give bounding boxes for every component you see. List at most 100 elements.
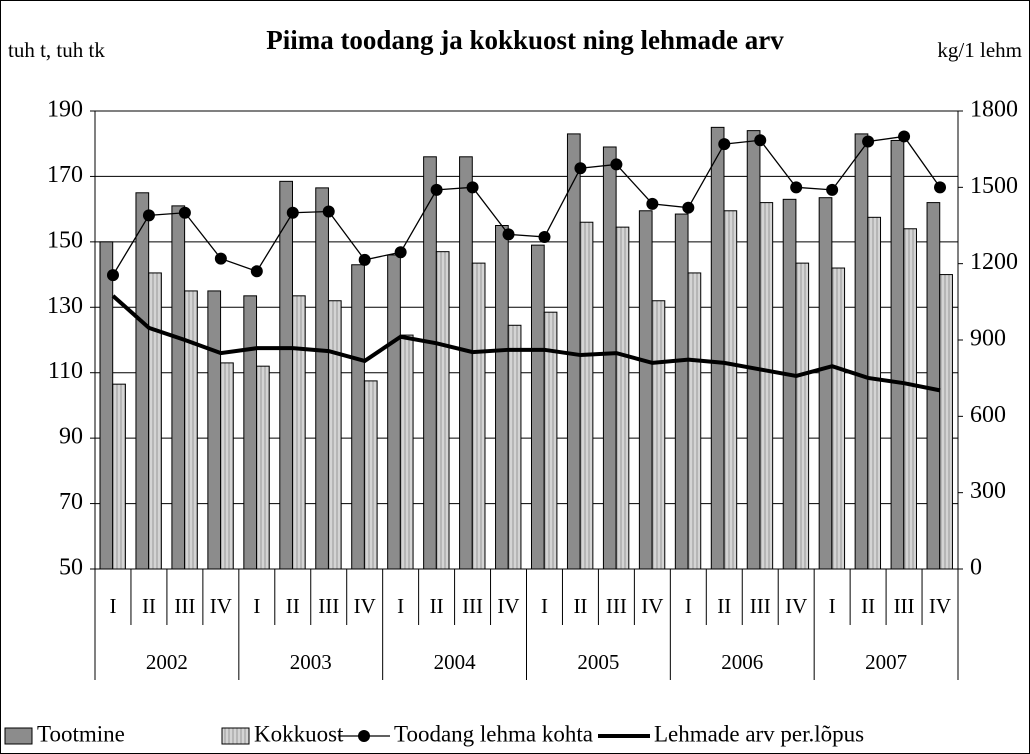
y-tick-label: 50 (59, 555, 83, 581)
x-tick-label: II (861, 594, 875, 618)
bar (926, 202, 941, 570)
bar (638, 210, 653, 570)
y2-tick-label: 1200 (970, 249, 1018, 275)
bar (759, 202, 774, 570)
x-tick-label: III (318, 594, 339, 618)
y-tick-label: 130 (47, 293, 83, 319)
marker (394, 246, 407, 259)
bar (423, 156, 437, 570)
chart-title: Piima toodang ja kokkuost ning lehmade a… (266, 25, 784, 55)
line (112, 135, 941, 276)
marker (538, 230, 551, 243)
bar (890, 139, 905, 570)
x-tick-label: III (894, 594, 915, 618)
bar (291, 295, 306, 570)
bar (651, 300, 666, 570)
year-label: 2007 (865, 650, 907, 674)
bar (939, 274, 953, 570)
bar (243, 295, 258, 570)
x-tick-label: II (286, 594, 300, 618)
marker (466, 181, 479, 194)
bar (674, 213, 689, 570)
bar (112, 383, 126, 570)
x-tick-label: III (750, 594, 771, 618)
x-tick-label: IV (497, 594, 519, 618)
x-tick-label: III (606, 594, 627, 618)
legend-swatch (221, 727, 250, 745)
y2-tick-label: 1500 (970, 173, 1018, 199)
bar (615, 226, 630, 570)
marker (718, 138, 731, 151)
bar (818, 197, 833, 570)
bar (746, 130, 761, 570)
x-tick-label: IV (641, 594, 663, 618)
y-axis-label: tuh t, tuh tk (8, 38, 105, 62)
legend-label: Kokkuost (254, 721, 344, 746)
bar (579, 221, 594, 570)
bar (327, 300, 342, 570)
bar (543, 311, 558, 570)
bar (399, 334, 414, 570)
x-tick-label: IV (354, 594, 376, 618)
marker (790, 181, 803, 194)
bar (507, 324, 522, 570)
y-tick-label: 190 (47, 97, 83, 123)
marker (358, 253, 371, 266)
marker (214, 252, 227, 265)
marker (610, 158, 623, 171)
bar (867, 216, 882, 570)
y-tick-label: 90 (59, 424, 83, 450)
bar (903, 228, 917, 570)
y-tick-label: 170 (47, 162, 83, 188)
bar (220, 362, 234, 570)
marker (898, 130, 911, 143)
x-tick-label: I (541, 594, 548, 618)
bar (256, 365, 270, 570)
year-label: 2004 (434, 650, 477, 674)
marker (286, 206, 299, 219)
legend-marker (358, 730, 370, 742)
y2-tick-label: 300 (970, 478, 1006, 504)
bar (207, 290, 222, 570)
x-tick-label: I (109, 594, 116, 618)
bar (471, 262, 486, 570)
y-tick-label: 70 (59, 489, 83, 515)
marker (106, 269, 119, 282)
legend-swatch (4, 727, 33, 745)
y2-axis-label: kg/1 lehm (937, 38, 1022, 62)
year-label: 2002 (146, 650, 188, 674)
marker (646, 197, 659, 210)
x-tick-label: II (573, 594, 587, 618)
bar (387, 254, 401, 570)
line (111, 294, 941, 393)
bar (710, 126, 725, 570)
bar (279, 180, 293, 570)
bar (495, 225, 509, 570)
marker (862, 135, 875, 148)
x-tick-label: I (685, 594, 692, 618)
marker (574, 162, 587, 175)
bar (831, 267, 846, 570)
marker (754, 134, 767, 147)
year-label: 2006 (721, 650, 763, 674)
legend-label: Toodang lehma kohta (394, 721, 593, 746)
x-tick-label: IV (929, 594, 951, 618)
bar (723, 210, 738, 570)
x-tick-label: III (462, 594, 483, 618)
bar (363, 380, 378, 570)
bar (99, 241, 114, 570)
marker (178, 206, 191, 219)
y-tick-label: 110 (48, 358, 83, 384)
bar (148, 272, 162, 570)
bar (135, 192, 150, 570)
x-tick-label: II (142, 594, 156, 618)
bar (687, 272, 702, 570)
marker (250, 265, 263, 278)
x-tick-label: II (717, 594, 731, 618)
marker (826, 183, 839, 196)
x-tick-label: I (253, 594, 260, 618)
legend-label: Tootmine (37, 721, 125, 746)
bar (184, 290, 198, 570)
y2-tick-label: 0 (970, 555, 982, 581)
